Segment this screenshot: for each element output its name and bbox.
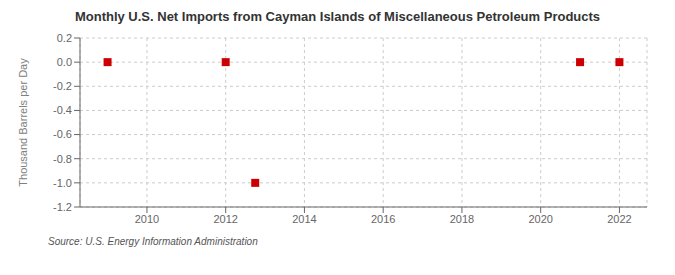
svg-text:2014: 2014 — [292, 213, 316, 225]
svg-text:Thousand Barrels per Day: Thousand Barrels per Day — [17, 58, 29, 187]
svg-text:-1.0: -1.0 — [53, 177, 72, 189]
svg-text:2016: 2016 — [371, 213, 395, 225]
svg-text:-0.4: -0.4 — [53, 104, 72, 116]
html-text:Monthly U.S. Net Imports from: Monthly U.S. Net Imports from Cayman Isl… — [74, 9, 601, 24]
svg-text:-1.2: -1.2 — [53, 201, 72, 213]
svg-text:2010: 2010 — [135, 213, 159, 225]
svg-text:-0.6: -0.6 — [53, 128, 72, 140]
svg-text:-0.2: -0.2 — [53, 80, 72, 92]
html-text:Source: U.S. Energy Informatio: Source: U.S. Energy Information Administ… — [48, 236, 258, 247]
svg-text:0.0: 0.0 — [57, 56, 72, 68]
svg-text:-0.8: -0.8 — [53, 153, 72, 165]
svg-text:0.2: 0.2 — [57, 32, 72, 44]
svg-text:2020: 2020 — [528, 213, 552, 225]
svg-text:2012: 2012 — [213, 213, 237, 225]
svg-text:2018: 2018 — [450, 213, 474, 225]
svg-text:2022: 2022 — [607, 213, 631, 225]
